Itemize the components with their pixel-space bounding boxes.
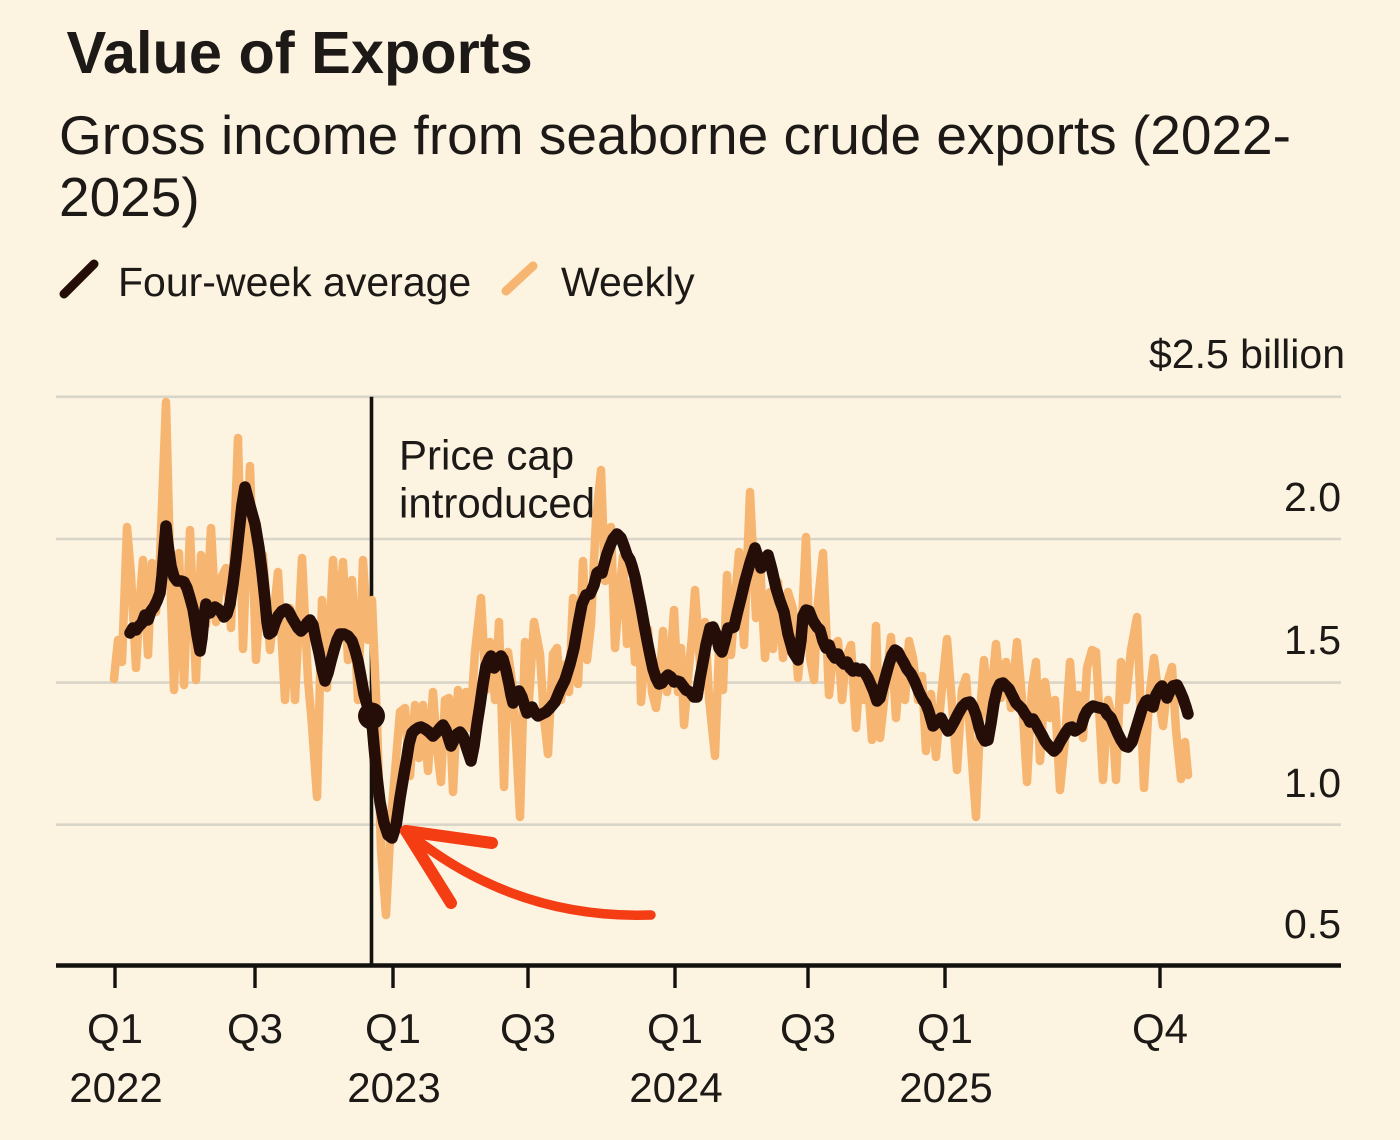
svg-text:2025: 2025 [899,1064,992,1111]
svg-text:Q3: Q3 [227,1005,283,1052]
svg-text:$2.5 billion: $2.5 billion [1149,331,1345,377]
svg-text:2022: 2022 [69,1064,162,1111]
svg-text:Gross income from seaborne cru: Gross income from seaborne crude exports… [59,104,1291,166]
svg-text:2025): 2025) [59,166,200,228]
svg-text:Q1: Q1 [917,1005,973,1052]
svg-text:Value of Exports: Value of Exports [67,19,533,86]
svg-text:2.0: 2.0 [1284,474,1341,520]
svg-text:introduced: introduced [399,480,595,527]
svg-text:0.5: 0.5 [1284,901,1341,947]
svg-text:Q3: Q3 [780,1005,836,1052]
svg-text:Four-week average: Four-week average [118,259,471,305]
svg-text:Q1: Q1 [87,1005,143,1052]
svg-text:Weekly: Weekly [561,259,695,305]
svg-text:Q1: Q1 [647,1005,703,1052]
svg-text:1.5: 1.5 [1284,617,1341,663]
svg-text:1.0: 1.0 [1284,760,1341,806]
svg-text:Q1: Q1 [365,1005,421,1052]
svg-text:Q3: Q3 [500,1005,556,1052]
svg-text:Price cap: Price cap [399,432,574,479]
svg-text:2024: 2024 [629,1064,722,1111]
svg-text:Q4: Q4 [1132,1005,1188,1052]
svg-text:2023: 2023 [347,1064,440,1111]
